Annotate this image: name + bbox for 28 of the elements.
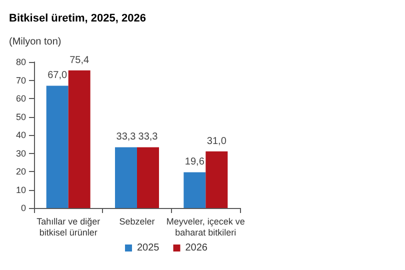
y-tick-label: 70 [16,75,26,86]
x-tick-label: Tahıllar ve diğer bitkisel ürünler [36,216,100,238]
data-label: 33,3 [116,132,136,143]
bar [46,86,68,208]
y-axis-title: (Milyon ton) [9,36,62,48]
y-tick-label: 0 [20,203,26,213]
legend-label: 2026 [185,242,208,254]
y-tick-label: 30 [16,148,26,158]
y-tick-label: 40 [16,130,26,140]
bar [68,70,90,208]
x-tick-label: Sebzeler [119,216,155,226]
legend-label: 2025 [137,242,160,254]
data-label: 31,0 [206,136,227,147]
bar [184,172,206,208]
chart-title: Bitkisel üretim, 2025, 2026 [9,12,146,24]
y-tick-label: 10 [16,184,26,195]
data-label: 33,3 [138,132,158,143]
y-tick-label: 80 [16,57,26,67]
data-label: 67,0 [48,70,68,82]
bar [206,151,228,208]
x-tick-label: Meyveler, içecek ve baharat bitkileri [166,216,245,238]
bar [137,147,159,208]
bar [115,147,137,208]
data-label: 19,6 [184,156,205,168]
y-tick-label: 20 [16,166,26,176]
y-tick-label: 50 [16,112,26,122]
data-label: 75,4 [70,54,90,66]
y-tick-label: 60 [16,94,26,104]
